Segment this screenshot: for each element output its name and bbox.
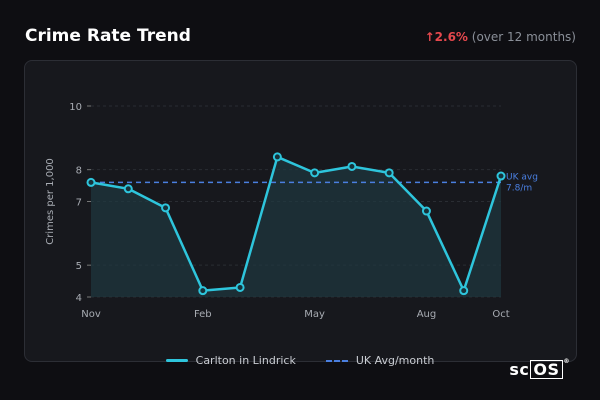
page-title: Crime Rate Trend [25,26,191,46]
y-tick-label: 10 [69,102,82,113]
data-point [161,203,171,213]
x-tick-label: Nov [81,309,101,320]
y-tick-label: 7 [76,198,82,209]
series-area [91,156,501,297]
data-point [198,286,208,296]
data-point [421,206,431,216]
legend-item-reference[interactable]: UK Avg/month [325,354,435,367]
brand-logo: sc OS ® [509,358,570,379]
data-point [272,152,282,162]
logo-registered-mark: ® [563,358,570,365]
legend-item-series[interactable]: Carlton in Lindrick [165,354,296,367]
logo-box-text: OS [530,360,563,379]
change-suffix: (over 12 months) [471,30,576,44]
reference-value-label: 7.8/m [506,183,532,193]
change-arrow-icon: ↑ [424,30,435,44]
legend-swatch-series [165,359,188,362]
change-indicator: ↑2.6% (over 12 months) [425,30,576,44]
data-point [235,282,245,292]
y-axis-label: Crimes per 1,000 [45,158,56,245]
x-tick-label: Oct [492,309,509,320]
change-value: 2.6% [434,30,468,44]
legend-swatch-reference [325,359,348,362]
x-tick-label: Feb [194,309,212,320]
y-tick-label: 8 [76,166,82,177]
data-point [310,168,320,178]
data-point [496,171,506,181]
data-point [384,168,394,178]
series-line [90,155,503,292]
data-point [123,184,133,194]
logo-text: sc [509,360,530,379]
chart-legend: Carlton in Lindrick UK Avg/month [0,354,600,367]
x-tick-label: Aug [417,309,437,320]
data-point [347,161,357,171]
legend-label-reference: UK Avg/month [355,354,435,367]
legend-label-series: Carlton in Lindrick [195,354,296,367]
reference-label: UK avg [506,172,538,182]
data-point [459,286,469,296]
y-tick-label: 4 [76,293,82,304]
x-tick-label: May [304,309,325,320]
data-point [86,177,96,187]
y-tick-label: 5 [76,261,82,272]
